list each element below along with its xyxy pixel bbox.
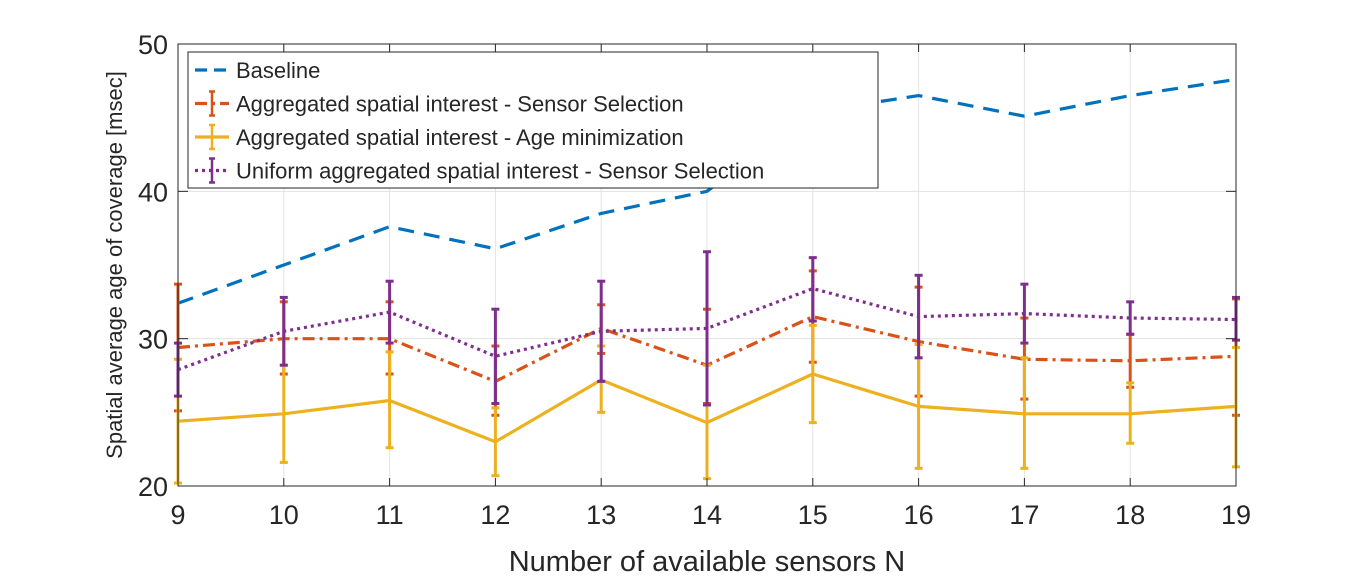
legend-label-1: Baseline <box>236 58 320 83</box>
x-tick-label: 18 <box>1115 500 1145 530</box>
x-tick-label: 16 <box>904 500 934 530</box>
x-tick-label: 11 <box>376 500 404 530</box>
legend-label-3: Aggregated spatial interest - Age minimi… <box>236 125 684 150</box>
x-tick-label: 9 <box>170 500 185 530</box>
series-line <box>177 287 1237 372</box>
x-tick-label: 13 <box>586 500 616 530</box>
x-tick-label: 12 <box>480 500 510 530</box>
series-line <box>177 77 1237 305</box>
y-tick-label: 30 <box>138 325 168 355</box>
y-tick-label: 40 <box>138 177 168 207</box>
series-1 <box>177 77 1237 305</box>
x-tick-label: 15 <box>798 500 828 530</box>
legend-label-4: Uniform aggregated spatial interest - Se… <box>236 159 764 184</box>
x-axis-title: Number of available sensors N <box>509 546 906 578</box>
y-tick-label: 50 <box>138 30 168 60</box>
series-4 <box>174 250 1240 407</box>
y-tick-label: 20 <box>138 472 168 502</box>
x-tick-label: 19 <box>1221 500 1251 530</box>
legend-box <box>187 51 879 189</box>
tick-layer: 9 10 11 12 13 14 15 16 17 18 19 20 30 40 50 <box>138 30 1251 530</box>
y-axis-title: Spatial average age of coverage [msec] <box>102 71 127 459</box>
x-tick-label: 14 <box>692 500 722 530</box>
legend: Baseline Aggregated spatial interest - Se… <box>187 51 879 189</box>
legend-label-2: Aggregated spatial interest - Sensor Sel… <box>236 92 684 117</box>
x-tick-label: 17 <box>1009 500 1039 530</box>
x-tick-label: 10 <box>269 500 299 530</box>
